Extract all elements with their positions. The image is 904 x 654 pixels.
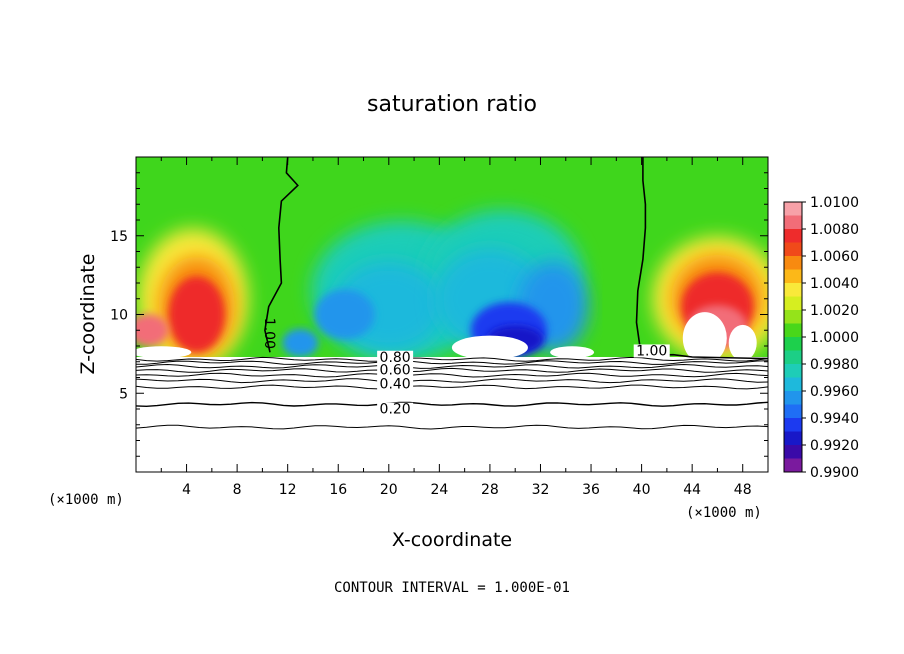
colorbar-swatch (784, 256, 802, 270)
x-tick-label: 40 (633, 482, 651, 498)
x-tick-label: 8 (233, 482, 242, 498)
colorbar-swatch (784, 350, 802, 365)
y-axis-label: Z-coordinate (77, 254, 99, 375)
field-cell (168, 276, 225, 353)
colorbar-label: 0.9940 (810, 411, 859, 427)
contour-line (135, 424, 769, 430)
colorbar-swatch (784, 431, 802, 446)
x-tick-label: 16 (329, 482, 347, 498)
colorbar-label: 1.0040 (810, 276, 859, 292)
colorbar-swatch (784, 364, 802, 378)
contour-label-bg (377, 402, 414, 416)
saturation-field (136, 157, 768, 472)
contour-label-bg (377, 363, 414, 377)
contour-line-1.00 (635, 157, 769, 360)
colorbar-label: 1.0100 (810, 195, 859, 211)
x-tick-label: 12 (279, 482, 297, 498)
contour-line (135, 360, 769, 365)
colorbar-swatch (784, 391, 802, 405)
contour-label: 0.60 (380, 362, 411, 378)
x-unit-right: (×1000 m) (686, 505, 762, 521)
y-tick-label: 5 (119, 386, 128, 402)
colorbar: 1.0100 1.0080 1.0060 1.0040 1.0020 1.0000 0.99… (783, 195, 859, 481)
contour-lines: 1.00 1.00 0.800.600.40 0.20 (135, 156, 769, 430)
colorbar-swatch (784, 445, 802, 459)
colorbar-label: 1.0080 (810, 222, 859, 238)
field-cell (282, 328, 319, 357)
colorbar-swatch (784, 283, 802, 297)
contour-line-1.00 (264, 156, 299, 353)
colorbar-label: 0.9900 (810, 465, 859, 481)
colorbar-swatch (784, 310, 802, 324)
clear-air-bump (728, 324, 757, 361)
contour-label: 1.00 (261, 318, 277, 349)
x-tick-label: 36 (582, 482, 600, 498)
contour-label-bg (377, 350, 414, 364)
colorbar-label: 1.0060 (810, 249, 859, 265)
contour-line (135, 356, 769, 362)
colorbar-swatch (784, 269, 802, 284)
colorbar-swatch (784, 458, 802, 473)
clear-air-bump (550, 346, 595, 359)
colorbar-swatch (784, 337, 802, 351)
colorbar-swatch (784, 242, 802, 257)
chart-title: saturation ratio (367, 92, 537, 117)
x-tick-label: 48 (734, 482, 752, 498)
x-tick-label: 24 (430, 482, 448, 498)
colorbar-label: 1.0020 (810, 303, 859, 319)
field-cell (314, 289, 375, 340)
contour-line (135, 401, 769, 408)
x-axis-label: X-coordinate (392, 529, 512, 551)
contour-label: 0.20 (380, 402, 411, 418)
x-axis-ticks: 4 8 12 16 20 24 28 32 36 40 44 48 (160, 157, 752, 498)
colorbar-label: 0.9920 (810, 438, 859, 454)
y-tick-label: 15 (110, 229, 128, 245)
subsaturated-region (136, 357, 768, 472)
clear-air-bump (682, 312, 727, 365)
contour-line (135, 367, 769, 373)
colorbar-swatch (784, 215, 802, 230)
colorbar-swatch (784, 404, 802, 419)
contour-label: 1.00 (636, 343, 667, 359)
x-tick-label: 20 (380, 482, 398, 498)
colorbar-swatch (784, 296, 802, 311)
colorbar-label: 1.0000 (810, 330, 859, 346)
contour-interval-note: CONTOUR INTERVAL = 1.000E-01 (334, 580, 570, 596)
contour-line (135, 378, 769, 384)
contour-line (135, 384, 769, 390)
colorbar-swatch (784, 377, 802, 392)
contour-label: 0.40 (380, 377, 411, 393)
colorbar-swatch (784, 323, 802, 338)
contour-label-bg (377, 377, 414, 391)
field-cell (136, 314, 169, 347)
contour-line (135, 372, 769, 378)
y-axis-ticks: 5 10 15 (110, 172, 768, 457)
colorbar-label: 0.9980 (810, 357, 859, 373)
colorbar-swatch (784, 229, 802, 243)
contour-label: 0.80 (380, 350, 411, 366)
x-tick-label: 44 (683, 482, 701, 498)
contour-label-bg (633, 344, 670, 358)
contour-line (135, 363, 769, 369)
y-tick-label: 10 (110, 308, 128, 324)
clear-air-bump (451, 335, 528, 360)
x-tick-label: 4 (182, 482, 191, 498)
clear-air-bump (136, 346, 192, 359)
colorbar-swatch (784, 418, 802, 432)
x-unit-left: (×1000 m) (48, 492, 124, 508)
colorbar-swatch (784, 202, 802, 216)
colorbar-label: 0.9960 (810, 384, 859, 400)
x-tick-label: 32 (532, 482, 550, 498)
x-tick-label: 28 (481, 482, 499, 498)
